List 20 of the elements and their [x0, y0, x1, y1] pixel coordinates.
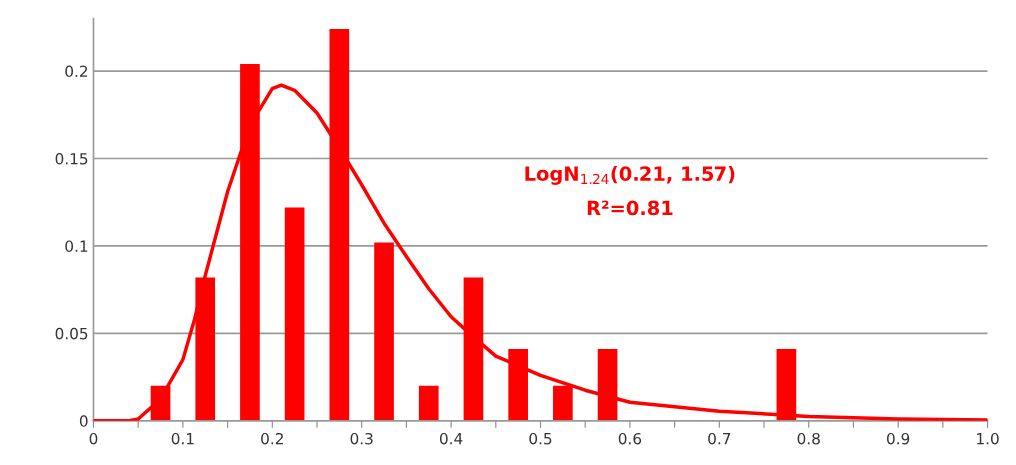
x-tick-label: 0.4 — [439, 432, 463, 445]
x-tick-label: 0.7 — [708, 432, 731, 445]
y-tick-label: 0.2 — [65, 65, 88, 78]
x-tick-label: 0.3 — [350, 432, 373, 445]
x-tick-label: 0.6 — [618, 432, 642, 445]
y-tick-label: 0.1 — [65, 240, 88, 252]
x-tick-label: 0 — [89, 432, 98, 445]
y-tick-label: 0.05 — [55, 327, 88, 340]
annotation: LogN$_{1.24}$(0.21, 1.57) — [525, 165, 735, 185]
x-tick-label: 0.2 — [261, 432, 283, 445]
x-tick-label: 0.1 — [171, 432, 194, 445]
x-tick-label: 0.9 — [887, 432, 910, 445]
x-tick-label: 0.5 — [529, 432, 552, 445]
y-tick-label: 0 — [79, 415, 88, 427]
x-tick-label: 1.0 — [977, 432, 999, 445]
x-tick-label: 0.8 — [797, 432, 820, 445]
y-tick-label: 0.15 — [55, 152, 88, 165]
bar — [284, 207, 305, 421]
bar — [418, 385, 439, 421]
annotation: R²=0.81 — [587, 200, 673, 216]
